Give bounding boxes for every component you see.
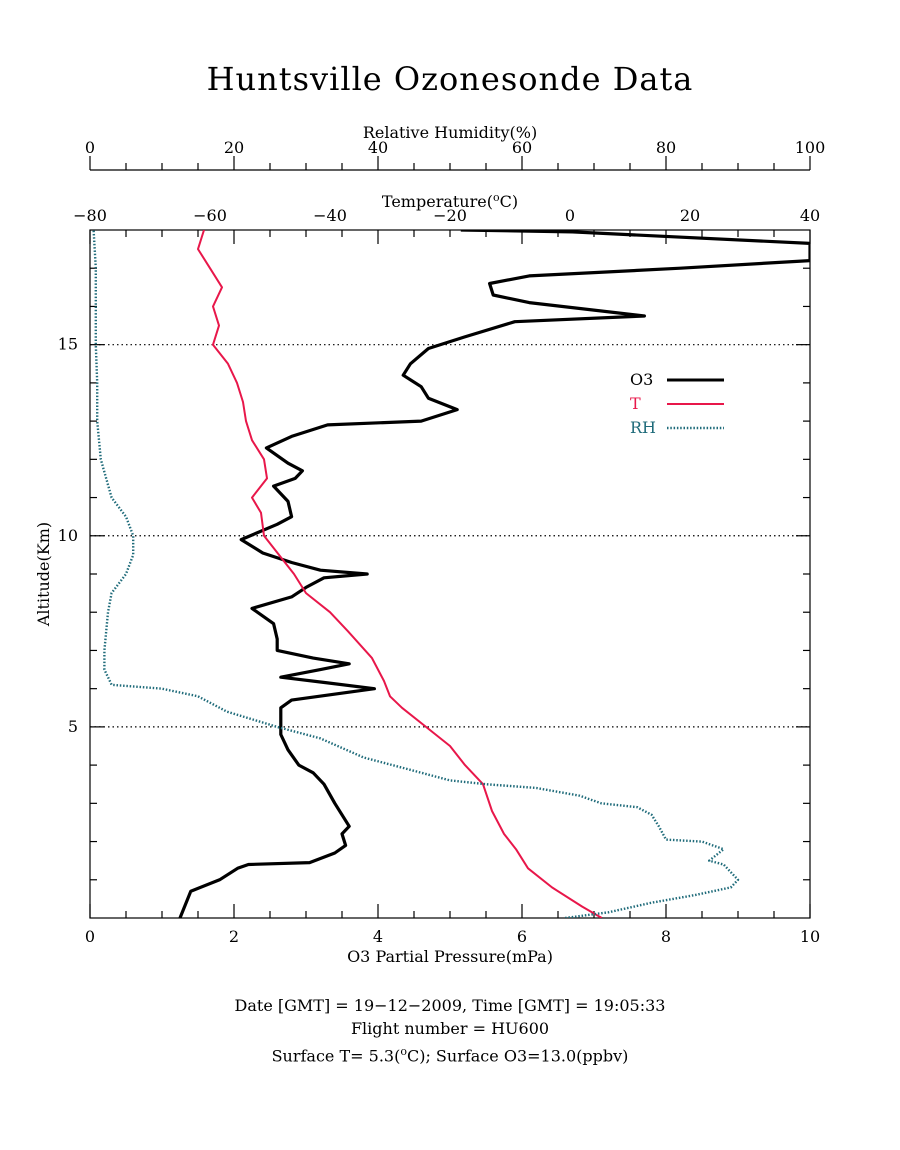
temperature-label-main: Temperature(: [382, 192, 493, 211]
temperature-axis-label: Temperature(oC): [382, 191, 518, 211]
degree-sup: o: [400, 1045, 407, 1058]
rh-tick-label: 0: [85, 138, 95, 157]
surface-t-text: Surface T= 5.3(: [271, 1046, 401, 1066]
o3-tick-label: 10: [800, 927, 820, 946]
rh-axis-label: Relative Humidity(%): [363, 123, 537, 142]
o3-tick-label: 8: [661, 927, 671, 946]
surface-o3-text: C); Surface O3=13.0(ppbv): [406, 1046, 629, 1066]
series-o3: [178, 230, 810, 918]
series-rh: [92, 230, 740, 918]
temperature-profile-line: [197, 230, 603, 918]
flight-number-line: Flight number = HU600: [350, 1019, 550, 1038]
altitude-tick-label: 5: [68, 717, 78, 736]
rh-tick-label: 60: [512, 138, 532, 157]
altitude-axis-label: Altitude(Km): [34, 522, 53, 627]
temperature-label-end: C): [500, 192, 518, 211]
altitude-tick-label: 10: [58, 526, 78, 545]
temperature-tick-label: −20: [433, 206, 467, 225]
rh-tick-label: 100: [795, 138, 826, 157]
temperature-tick-label: 40: [800, 206, 820, 225]
date-time-line: Date [GMT] = 19−12−2009, Time [GMT] = 19…: [234, 996, 666, 1015]
legend-label-t: T: [630, 394, 641, 413]
altitude-tick-label: 15: [58, 335, 78, 354]
rh-profile-line: [92, 230, 740, 918]
temperature-label-sup: o: [493, 191, 500, 204]
o3-axis-label: O3 Partial Pressure(mPa): [347, 947, 553, 966]
o3-profile-line: [178, 230, 810, 918]
surface-values-line: Surface T= 5.3(oC); Surface O3=13.0(ppbv…: [0, 1040, 900, 1067]
o3-tick-label: 6: [517, 927, 527, 946]
o3-tick-label: 0: [85, 927, 95, 946]
temperature-tick-label: 0: [565, 206, 575, 225]
rh-tick-label: 80: [656, 138, 676, 157]
rh-tick-label: 20: [224, 138, 244, 157]
series-t: [197, 230, 603, 918]
chart-title: Huntsville Ozonesonde Data: [206, 60, 694, 98]
plot-frame: [89, 229, 811, 919]
o3-tick-label: 4: [373, 927, 383, 946]
temperature-tick-label: 20: [680, 206, 700, 225]
rh-tick-label: 40: [368, 138, 388, 157]
temperature-tick-label: −40: [313, 206, 347, 225]
temperature-tick-label: −60: [193, 206, 227, 225]
legend-label-rh: RH: [630, 418, 656, 437]
o3-tick-label: 2: [229, 927, 239, 946]
temperature-tick-label: −80: [73, 206, 107, 225]
legend-label-o3: O3: [630, 370, 653, 389]
